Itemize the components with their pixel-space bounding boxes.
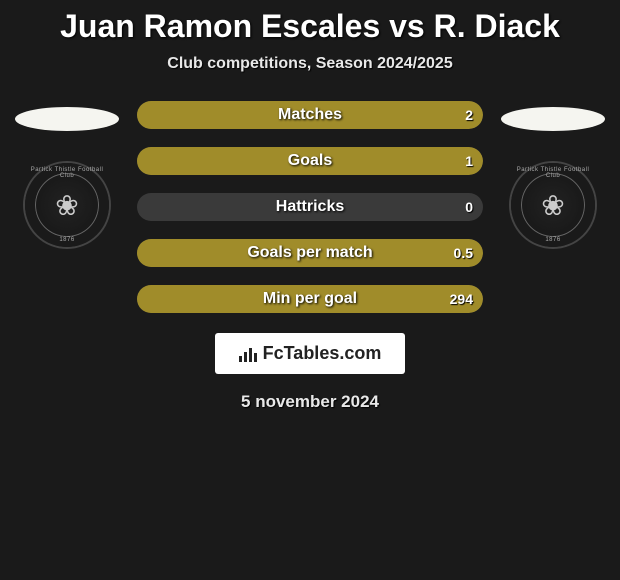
- player-left-col: Partick Thistle Football Club ❀ 1876: [15, 101, 119, 249]
- club-name-left: Partick Thistle Football Club: [25, 167, 109, 179]
- player-left-marker: [15, 107, 119, 131]
- player-right-marker: [501, 107, 605, 131]
- stat-value-right: 294: [450, 291, 473, 307]
- main-row: Partick Thistle Football Club ❀ 1876 Mat…: [0, 101, 620, 313]
- stat-label: Goals: [288, 152, 332, 170]
- stat-value-right: 0: [465, 199, 473, 215]
- stat-label: Matches: [278, 106, 342, 124]
- club-year-right: 1876: [511, 237, 595, 243]
- stat-bar: Min per goal 294: [137, 285, 483, 313]
- stat-bars: Matches 2 Goals 1 Hattricks 0 Goals per match 0…: [137, 101, 483, 313]
- club-badge-right: Partick Thistle Football Club ❀ 1876: [509, 161, 597, 249]
- comparison-card: Juan Ramon Escales vs R. Diack Club comp…: [0, 0, 620, 412]
- stat-value-right: 2: [465, 107, 473, 123]
- stat-bar: Goals per match 0.5: [137, 239, 483, 267]
- club-name-right: Partick Thistle Football Club: [511, 167, 595, 179]
- brand-text: FcTables.com: [263, 343, 382, 364]
- bars-chart-icon: [239, 346, 257, 362]
- player-right-col: Partick Thistle Football Club ❀ 1876: [501, 101, 605, 249]
- date-text: 5 november 2024: [241, 392, 379, 412]
- club-badge-left: Partick Thistle Football Club ❀ 1876: [23, 161, 111, 249]
- subtitle: Club competitions, Season 2024/2025: [0, 55, 620, 73]
- stat-bar: Goals 1: [137, 147, 483, 175]
- footer: FcTables.com 5 november 2024: [0, 333, 620, 412]
- stat-value-right: 0.5: [454, 245, 473, 261]
- stat-bar: Hattricks 0: [137, 193, 483, 221]
- stat-value-right: 1: [465, 153, 473, 169]
- stat-label: Min per goal: [263, 290, 357, 308]
- stat-label: Goals per match: [247, 244, 372, 262]
- page-title: Juan Ramon Escales vs R. Diack: [0, 8, 620, 45]
- brand-box[interactable]: FcTables.com: [215, 333, 406, 374]
- stat-bar: Matches 2: [137, 101, 483, 129]
- stat-label: Hattricks: [276, 198, 344, 216]
- club-year-left: 1876: [25, 237, 109, 243]
